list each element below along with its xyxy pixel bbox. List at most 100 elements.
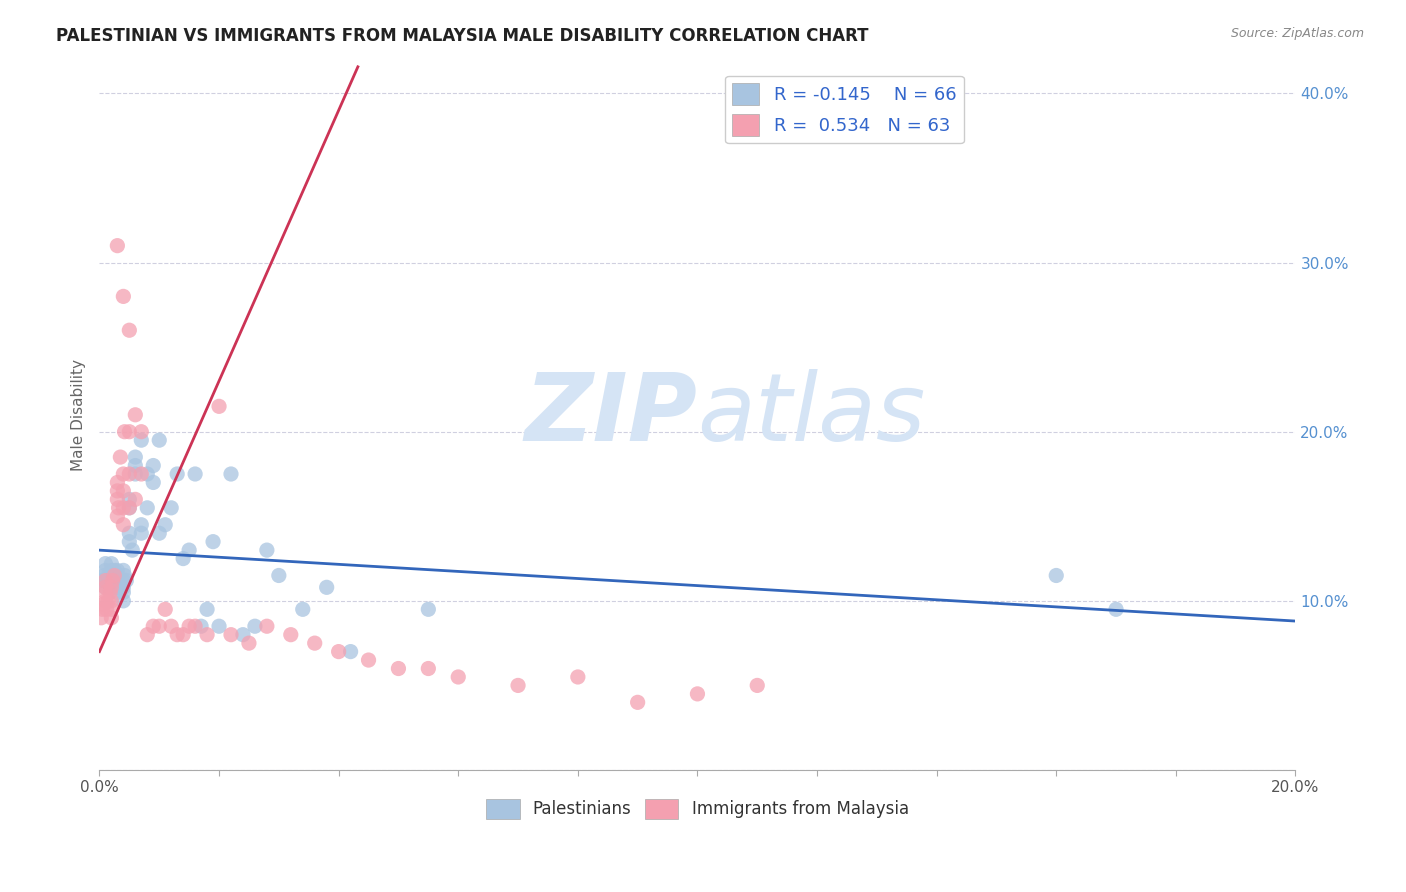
Point [114,568,136,582]
Point [124,450,146,464]
Point [105,574,128,588]
Point [219,467,242,481]
Point [418,661,440,675]
Point [195,602,218,616]
Point [219,628,242,642]
Point [93,597,115,611]
Point [179,619,201,633]
Point [100,574,122,588]
Point [91,602,114,616]
Point [118,526,141,541]
Point [100,557,122,571]
Point [107,500,129,515]
Point [1105,602,1128,616]
Point [118,500,141,515]
Point [172,628,194,642]
Point [1045,568,1067,582]
Point [112,483,135,498]
Point [94,594,117,608]
Point [110,450,132,464]
Point [101,568,124,582]
Point [100,580,122,594]
Point [100,611,122,625]
Point [94,580,117,594]
Point [195,628,218,642]
Point [567,670,589,684]
Point [315,580,337,594]
Point [160,619,183,633]
Point [94,574,117,588]
Point [686,687,709,701]
Point [129,433,152,447]
Text: atlas: atlas [697,369,925,460]
Point [94,557,117,571]
Point [506,678,529,692]
Point [118,492,141,507]
Point [107,577,129,591]
Point [184,467,207,481]
Point [100,594,122,608]
Point [142,475,165,490]
Point [256,619,278,633]
Point [129,517,152,532]
Point [166,467,188,481]
Point [105,509,128,524]
Point [328,644,350,658]
Point [160,500,183,515]
Text: ZIP: ZIP [524,368,697,461]
Point [105,475,128,490]
Point [208,400,231,414]
Point [103,563,125,577]
Text: Source: ZipAtlas.com: Source: ZipAtlas.com [1230,27,1364,40]
Point [190,619,212,633]
Point [447,670,470,684]
Point [118,425,141,439]
Point [155,517,177,532]
Point [166,628,188,642]
Point [105,568,128,582]
Point [105,238,128,252]
Point [136,628,159,642]
Point [100,602,122,616]
Point [129,526,152,541]
Point [103,568,125,582]
Point [91,574,114,588]
Point [238,636,260,650]
Point [148,526,170,541]
Point [129,425,152,439]
Point [155,602,177,616]
Point [136,500,159,515]
Point [118,323,141,337]
Point [94,563,117,577]
Point [179,543,201,558]
Point [101,574,124,588]
Point [112,574,135,588]
Point [124,492,146,507]
Point [112,467,135,481]
Point [339,644,361,658]
Point [105,483,128,498]
Point [124,408,146,422]
Point [112,580,135,594]
Point [304,636,326,650]
Point [202,534,225,549]
Point [124,467,146,481]
Point [115,574,138,588]
Point [118,467,141,481]
Point [93,568,115,582]
Point [96,602,118,616]
Point [142,619,165,633]
Point [118,500,141,515]
Point [172,551,194,566]
Point [97,594,120,608]
Text: PALESTINIAN VS IMMIGRANTS FROM MALAYSIA MALE DISABILITY CORRELATION CHART: PALESTINIAN VS IMMIGRANTS FROM MALAYSIA … [56,27,869,45]
Point [112,500,135,515]
Point [124,458,146,473]
Point [418,602,440,616]
Point [232,628,254,642]
Point [280,628,302,642]
Point [627,695,650,709]
Point [94,580,117,594]
Point [136,467,159,481]
Point [97,568,120,582]
